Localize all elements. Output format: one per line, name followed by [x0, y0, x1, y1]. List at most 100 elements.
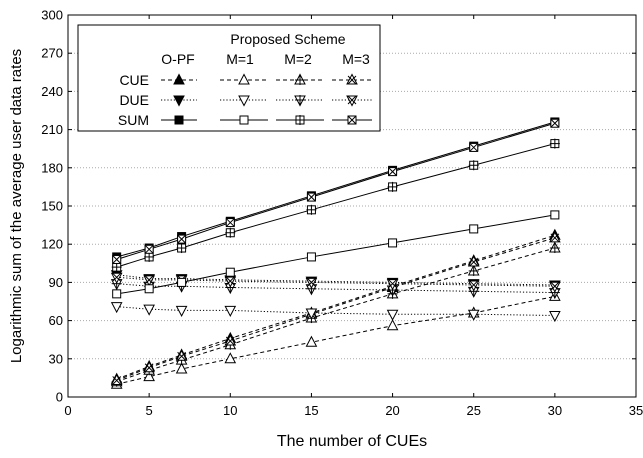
series-due-o-pf-line: [116, 274, 555, 286]
legend-marker-sample: [346, 73, 358, 85]
data-point: [550, 210, 560, 220]
data-point: [467, 280, 480, 292]
x-tick-label: 5: [146, 403, 153, 418]
y-tick-label: 120: [41, 237, 63, 252]
data-point: [144, 244, 154, 254]
series-cue-m1: [110, 289, 561, 389]
data-point: [549, 281, 561, 293]
y-tick-label: 210: [41, 122, 63, 137]
legend-column-label: O-PF: [161, 51, 194, 67]
legend-marker-sample: [347, 115, 357, 125]
x-tick-label: 10: [223, 403, 237, 418]
data-point: [225, 227, 236, 238]
data-point: [175, 349, 188, 361]
legend-column-label: M=1: [226, 51, 254, 67]
legend-marker-sample: [346, 95, 358, 107]
y-tick-label: 30: [49, 351, 63, 366]
data-point: [386, 279, 399, 291]
legend-row-label: CUE: [119, 72, 149, 88]
data-point: [305, 277, 318, 289]
data-point: [386, 309, 399, 321]
data-point: [224, 305, 237, 317]
data-point: [143, 361, 155, 373]
data-point: [110, 302, 123, 314]
y-tick-label: 60: [49, 313, 63, 328]
series-sum-o-pf-line: [116, 121, 555, 258]
data-point: [143, 275, 155, 287]
data-point: [176, 243, 187, 254]
x-tick-label: 20: [385, 403, 399, 418]
series-due-m3-line: [116, 276, 555, 287]
series-due-m2-line: [116, 283, 555, 294]
data-point: [550, 118, 560, 128]
data-point: [388, 238, 398, 248]
legend-marker-sample: [174, 115, 184, 125]
x-tick-label: 0: [64, 403, 71, 418]
y-tick-label: 180: [41, 160, 63, 175]
legend-row-label: DUE: [119, 92, 149, 108]
axes: 0 30 60 90 120 150 180 210 240 270 300 0 5 10 15 20 25 30…: [41, 8, 643, 419]
data-point: [175, 362, 188, 374]
data-point: [386, 319, 399, 331]
data-point: [467, 264, 480, 276]
data-point: [305, 308, 318, 320]
legend-row-label: SUM: [118, 112, 149, 128]
data-point: [549, 231, 561, 243]
data-point: [175, 305, 188, 317]
data-point: [549, 311, 561, 323]
y-tick-label: 0: [56, 390, 63, 405]
data-point: [469, 224, 479, 234]
data-point: [177, 234, 187, 244]
data-point: [305, 335, 318, 347]
series-due-m1: [110, 302, 561, 323]
data-point: [224, 352, 237, 364]
data-point: [143, 304, 155, 316]
legend-marker-sample: [294, 95, 306, 107]
data-point: [549, 138, 560, 149]
data-point: [110, 373, 123, 385]
y-tick-label: 90: [49, 275, 63, 290]
data-point: [224, 334, 237, 346]
series-cue-m1-line: [116, 295, 555, 385]
data-point: [110, 272, 123, 284]
legend-header: Proposed Scheme: [230, 31, 345, 47]
data-point: [225, 218, 235, 228]
y-tick-label: 150: [41, 199, 63, 214]
y-axis-label: Logarithmic sum of the average user data…: [8, 49, 25, 363]
x-axis-label: The number of CUEs: [277, 433, 427, 450]
legend-marker-sample: [173, 95, 185, 107]
data-point: [387, 181, 398, 192]
y-tick-label: 300: [41, 8, 63, 23]
data-point: [467, 255, 480, 267]
data-point: [112, 254, 122, 264]
y-tick-label: 240: [41, 84, 63, 99]
data-point: [388, 167, 398, 177]
series-sum-m3: [112, 118, 560, 264]
data-point: [112, 289, 122, 299]
series-cue-m3-line: [116, 237, 555, 381]
legend-marker-sample: [238, 73, 250, 85]
legend-marker-sample: [239, 115, 249, 125]
y-tick-label: 270: [41, 46, 63, 61]
data-point: [467, 309, 480, 321]
x-tick-label: 35: [629, 403, 643, 418]
series-sum-m1: [112, 210, 560, 299]
legend: Proposed Scheme O-PF M=1 M=2 M=3 CUE DUE SUM: [77, 24, 381, 132]
data-point: [306, 252, 316, 262]
data-point: [306, 204, 317, 215]
data-point: [306, 192, 316, 202]
data-point: [144, 284, 154, 294]
legend-marker-sample: [294, 73, 306, 85]
legend-marker-sample: [295, 115, 305, 125]
series-cue-o-pf-line: [116, 234, 556, 380]
series-sum-m1-line: [116, 214, 555, 295]
series-layer: [110, 117, 561, 389]
series-sum-m2-line: [116, 143, 555, 268]
series-sum-m2: [111, 138, 560, 273]
legend-column-label: M=2: [284, 51, 312, 67]
data-point: [143, 370, 155, 382]
data-point: [225, 267, 235, 277]
series-sum-m3-line: [116, 122, 555, 260]
series-cue-m2: [110, 241, 561, 387]
